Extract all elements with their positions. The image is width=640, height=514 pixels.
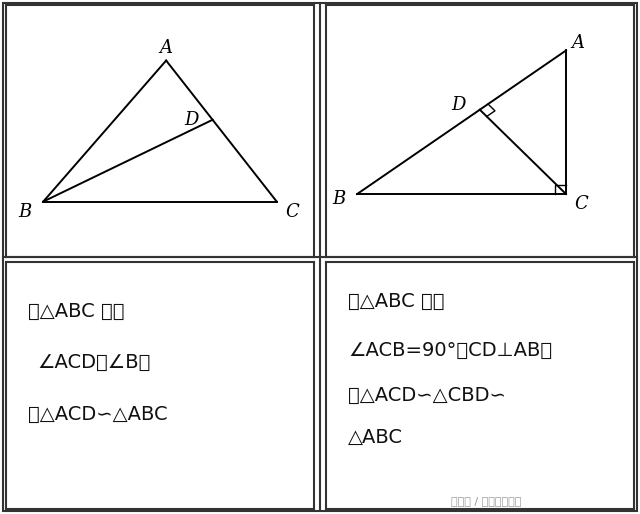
Text: D: D	[184, 111, 198, 129]
Text: ∠ACD＝∠B，: ∠ACD＝∠B，	[37, 354, 150, 373]
Text: B: B	[18, 203, 31, 221]
Text: ∠ACB=90°，CD⊥AB，: ∠ACB=90°，CD⊥AB，	[348, 341, 552, 360]
Text: A: A	[572, 34, 585, 52]
Text: 头条号 / 智彬家教世界: 头条号 / 智彬家教世界	[451, 497, 522, 506]
Text: C: C	[285, 203, 299, 221]
Text: C: C	[575, 195, 588, 213]
Text: 则△ACD∽△CBD∽: 则△ACD∽△CBD∽	[348, 386, 506, 405]
Text: 在△ABC 中，: 在△ABC 中，	[348, 292, 444, 311]
Text: △ABC: △ABC	[348, 428, 403, 447]
Text: B: B	[332, 190, 346, 208]
Text: D: D	[451, 96, 465, 114]
Text: 在△ABC 中，: 在△ABC 中，	[28, 302, 124, 321]
Text: A: A	[159, 39, 173, 57]
Text: 则△ACD∽△ABC: 则△ACD∽△ABC	[28, 405, 168, 424]
